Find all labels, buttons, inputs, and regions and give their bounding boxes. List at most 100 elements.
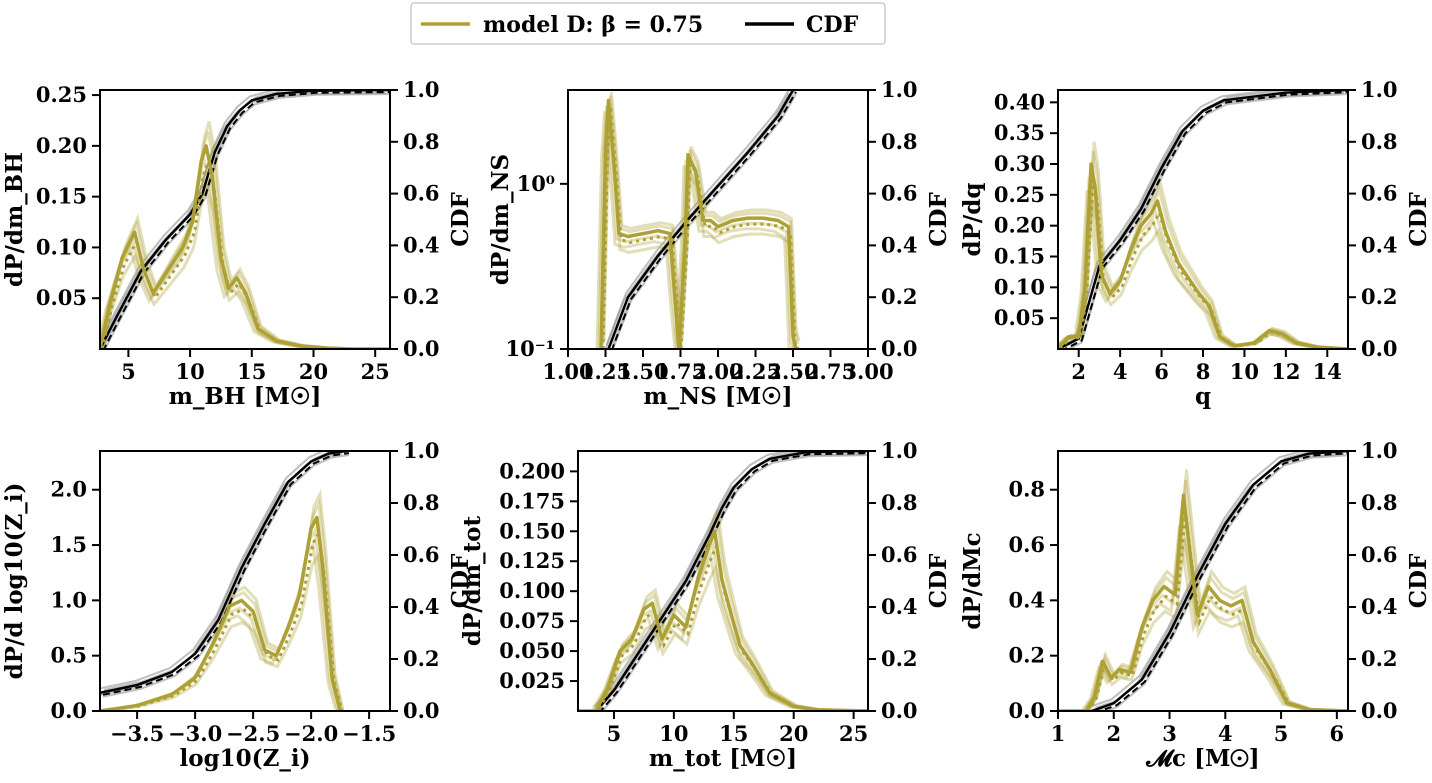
x-tick-label: 8 [1196,359,1211,384]
y2-tick-label: 0.4 [881,594,918,619]
x-axis-label: m_BH [M☉] [169,383,322,410]
y2-tick-label: 0.0 [881,336,918,361]
y-axis-label: dP/dMc [959,532,986,629]
cdf-line [607,90,795,349]
x-tick-label: 1.75 [655,359,706,384]
y2-axis-label: CDF [1405,192,1432,247]
axes-frame [99,450,391,712]
x-tick-label: 15 [237,359,266,384]
pdf-variant-line [1060,480,1348,711]
y2-tick-label: 1.0 [403,438,440,463]
pdf-line [1058,162,1348,349]
x-tick-label: −3.0 [168,721,222,746]
y-tick-label: 1.0 [50,587,87,612]
y2-tick-label: 0.8 [403,490,440,515]
y2-tick-label: 0.2 [403,646,440,671]
cdf-variant-line [103,451,337,691]
y-tick-label: 0.10 [994,274,1045,299]
x-axis-label: m_NS [M☉] [643,383,792,410]
x-tick-label: −3.5 [110,721,164,746]
x-tick-label: 2 [1106,721,1121,746]
plot-area [578,451,868,711]
y2-tick-label: 0.6 [881,542,918,567]
x-tick-label: −1.5 [342,721,396,746]
x-tick-label: 12 [1271,359,1300,384]
y2-tick-label: 1.0 [881,438,918,463]
y-tick-label: 0.25 [36,82,87,107]
panel-3: 2 4 6 8 10 12 14 0.05 0.10 0.15 0.20 0.25 0.30 0.35 0.… [959,77,1432,410]
x-axis-label: q [1195,383,1211,410]
y2-tick-label: 0.4 [1361,594,1398,619]
y-axis-label: dP/d log10(Z_i) [1,483,28,680]
plot-area [595,90,801,349]
y2-tick-label: 0.2 [403,284,440,309]
pdf-variant-line [1059,538,1348,711]
x-tick-label: 15 [719,721,748,746]
y-axis-label: dP/dq [959,183,986,257]
cdf-dashed-line [102,452,350,696]
x-tick-label: 1.25 [580,359,631,384]
y-tick-label: 0.150 [499,518,565,543]
y-tick-label: 0.15 [994,244,1045,269]
y-tick-label: 0.050 [499,638,565,663]
x-tick-label: −2.0 [284,721,338,746]
cdf-dashed-line [599,452,868,711]
panel-5: 5 10 15 20 25 0.025 0.050 0.075 0.100 0.125 0.150 0… [459,438,952,772]
x-tick-label: 10 [659,721,688,746]
pdf-variant-line [602,92,801,342]
y-tick-label: 0.4 [1008,587,1045,612]
y2-tick-label: 0.4 [1361,232,1398,257]
y2-tick-label: 0.0 [881,698,918,723]
pdf-variant-line [579,562,868,711]
y-tick-label: 0.0 [50,698,87,723]
x-tick-label: 20 [779,721,808,746]
y-tick-label: 0.6 [1008,532,1045,557]
y-tick-label: 1.5 [50,532,87,557]
x-tick-label: 6 [1154,359,1169,384]
y2-tick-label: 0.6 [403,542,440,567]
pdf-variant-line [595,111,793,349]
y2-tick-label: 0.2 [881,284,918,309]
y-tick-label: 0.35 [994,120,1045,145]
y2-tick-label: 0.6 [881,181,918,206]
y-tick-label: 0.40 [994,89,1045,114]
legend-cdf-label: CDF [806,12,859,38]
x-tick-label: 4 [1113,359,1128,384]
y2-tick-label: 0.6 [1361,181,1398,206]
pdf-dotted-line [100,156,390,349]
plot-area [1058,451,1348,711]
axes-frame [577,450,869,712]
legend: model D: β = 0.75 CDF [410,2,886,45]
x-tick-label: 1.00 [542,359,593,384]
y2-axis-label: CDF [447,553,474,608]
y2-tick-label: 0.0 [403,336,440,361]
y-tick-label: 2.0 [50,477,87,502]
y2-tick-label: 0.4 [403,594,440,619]
axes-frame [99,89,391,350]
y2-tick-label: 0.6 [403,181,440,206]
x-tick-label: 10 [1230,359,1259,384]
y-tick-label: 0.15 [36,184,87,209]
cdf-variant-line [611,93,797,349]
y-tick-label: 0.075 [499,608,565,633]
x-tick-label: 5 [607,721,622,746]
y2-tick-label: 1.0 [1361,438,1398,463]
y2-tick-label: 0.4 [403,232,440,257]
y2-tick-label: 1.0 [881,77,918,102]
y2-tick-label: 0.2 [1361,284,1398,309]
y-tick-label: 0.05 [36,285,87,310]
y2-tick-label: 1.0 [403,77,440,102]
y2-tick-label: 0.0 [1361,336,1398,361]
cdf-line [100,90,390,349]
x-axis-label: m_tot [M☉] [649,745,797,772]
y-tick-label: 10⁻¹ [505,336,555,361]
plot-area [1058,90,1348,349]
x-tick-label: 5 [1274,721,1289,746]
x-axis-label: log10(Z_i) [180,745,311,772]
y-axis-label: dP/dm_tot [459,515,486,646]
cdf-dashed-line [1062,91,1348,349]
y2-axis-label: CDF [447,192,474,247]
axes-frame [1057,450,1349,712]
y2-tick-label: 1.0 [1361,77,1398,102]
x-tick-label: 1.50 [617,359,668,384]
